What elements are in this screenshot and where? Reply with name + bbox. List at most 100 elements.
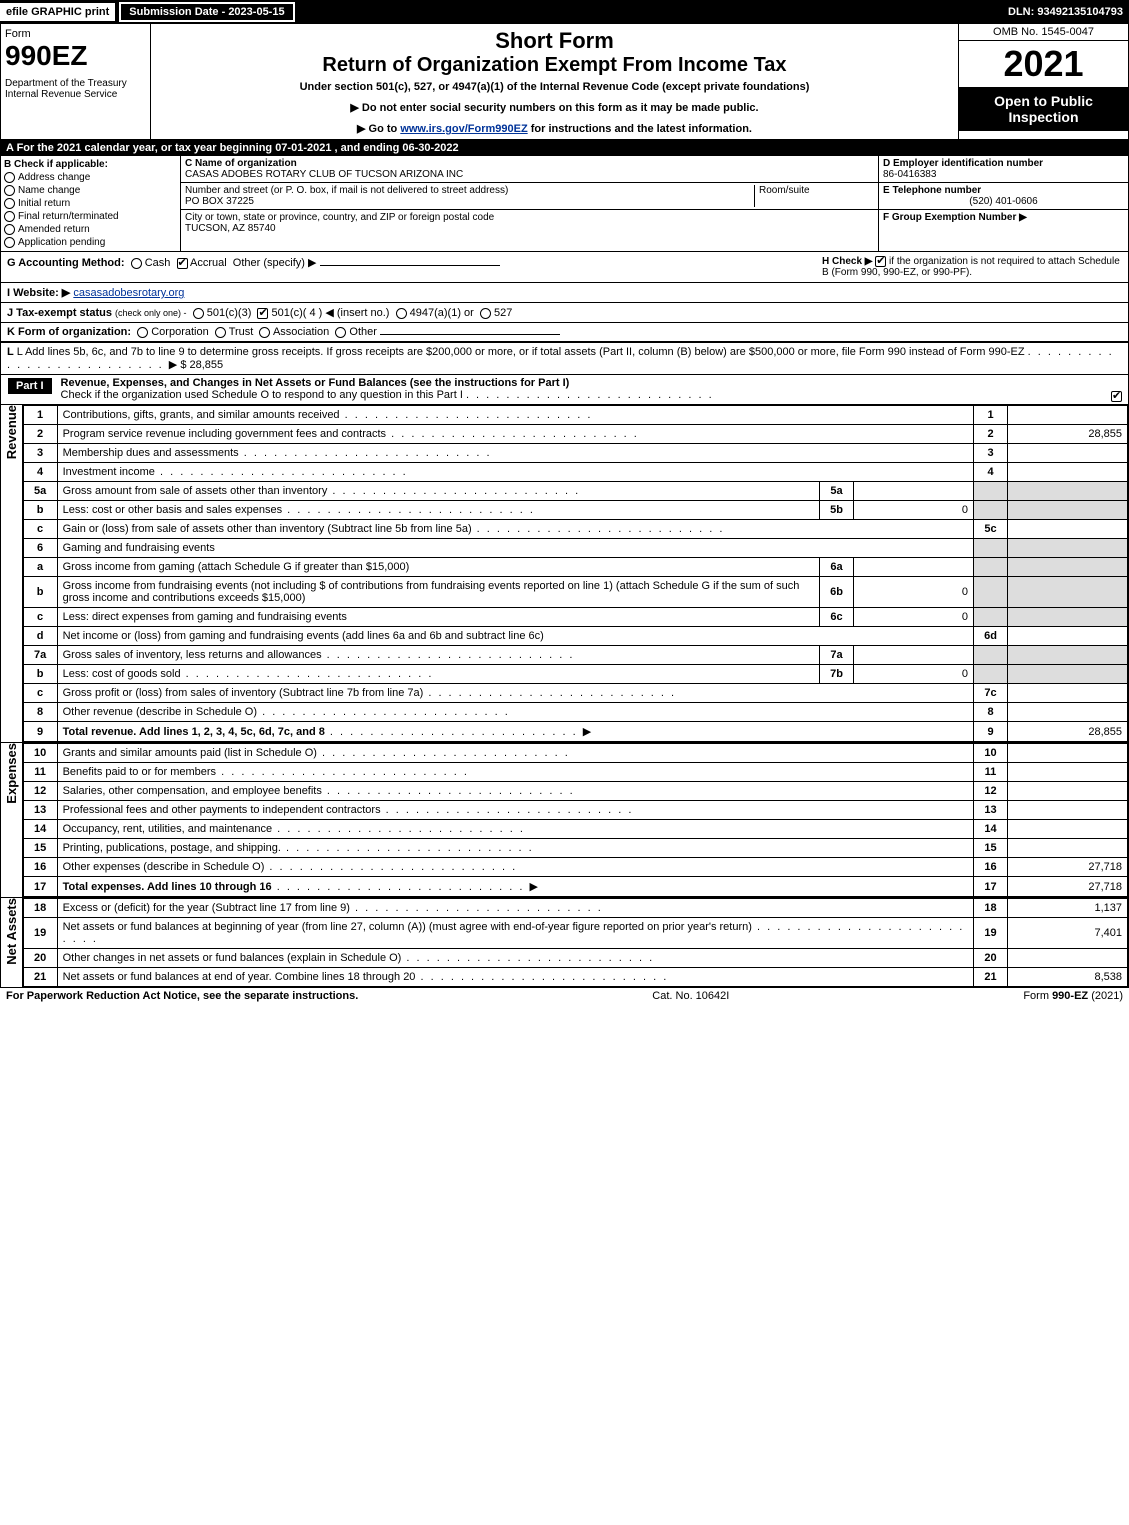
street-val: PO BOX 37225: [185, 196, 254, 207]
sub-val: 0: [854, 577, 974, 608]
line-val: [1008, 444, 1128, 463]
line-11: 11Benefits paid to or for members11: [23, 763, 1127, 782]
line-num: 12: [23, 782, 57, 801]
e-row: E Telephone number (520) 401-0606: [879, 183, 1128, 210]
checkbox-icon[interactable]: [335, 327, 346, 338]
street-label: Number and street (or P. O. box, if mail…: [185, 185, 508, 196]
line-box-num: 12: [974, 782, 1008, 801]
shade-cell: [1008, 577, 1128, 608]
dots: [181, 668, 434, 680]
checkbox-icon[interactable]: [4, 172, 15, 183]
checkbox-icon[interactable]: [4, 185, 15, 196]
shade-cell: [1008, 665, 1128, 684]
revenue-section: Revenue 1Contributions, gifts, grants, a…: [0, 405, 1129, 743]
g-other-blank: [320, 265, 500, 266]
h-right: H Check ▶ if the organization is not req…: [822, 256, 1122, 278]
l-amount: ▶ $ 28,855: [169, 359, 223, 371]
footer-cat: Cat. No. 10642I: [652, 990, 729, 1002]
dots: [239, 447, 492, 459]
irs-link[interactable]: www.irs.gov/Form990EZ: [400, 123, 527, 135]
checkbox-icon[interactable]: [259, 327, 270, 338]
line-desc: Contributions, gifts, grants, and simila…: [63, 409, 340, 421]
sub-num: 6a: [820, 558, 854, 577]
checkbox-icon[interactable]: [131, 258, 142, 269]
website-link[interactable]: casasadobesrotary.org: [73, 287, 184, 299]
line-desc: Other revenue (describe in Schedule O): [63, 706, 257, 718]
dots: [257, 706, 510, 718]
line-desc: Less: direct expenses from gaming and fu…: [63, 611, 347, 623]
checkbox-checked-icon[interactable]: [1111, 391, 1122, 402]
line-box-num: 19: [974, 918, 1008, 949]
dots: [325, 726, 583, 738]
checkbox-icon[interactable]: [137, 327, 148, 338]
dots: [282, 504, 535, 516]
line-box-num: 2: [974, 425, 1008, 444]
i-label: I Website: ▶: [7, 287, 70, 299]
line-box-num: 16: [974, 858, 1008, 877]
header-center: Short Form Return of Organization Exempt…: [151, 24, 958, 139]
sub-val: 0: [854, 608, 974, 627]
dots: [472, 523, 725, 535]
dots: [466, 389, 714, 401]
line-num: 6: [23, 539, 57, 558]
line-6a: aGross income from gaming (attach Schedu…: [23, 558, 1127, 577]
c-city-row: City or town, state or province, country…: [181, 210, 878, 236]
checkbox-icon[interactable]: [396, 308, 407, 319]
line-desc: Net assets or fund balances at beginning…: [63, 921, 752, 933]
sub-num: 5a: [820, 482, 854, 501]
dots: [415, 971, 668, 983]
checkbox-checked-icon[interactable]: [875, 256, 886, 267]
line-box-num: 6d: [974, 627, 1008, 646]
shade-cell: [1008, 558, 1128, 577]
checkbox-icon[interactable]: [4, 237, 15, 248]
line-desc: Professional fees and other payments to …: [63, 804, 381, 816]
checkbox-icon[interactable]: [193, 308, 204, 319]
shade-cell: [1008, 608, 1128, 627]
dots: [381, 804, 634, 816]
revenue-table: 1Contributions, gifts, grants, and simil…: [23, 405, 1128, 742]
line-num: 4: [23, 463, 57, 482]
checkbox-icon[interactable]: [4, 211, 15, 222]
title-short-form: Short Form: [155, 28, 954, 54]
checkbox-icon[interactable]: [4, 198, 15, 209]
block-c: C Name of organization CASAS ADOBES ROTA…: [181, 156, 878, 251]
tax-year: 2021: [959, 41, 1128, 87]
k-label: K Form of organization:: [7, 326, 131, 338]
checkbox-icon[interactable]: [215, 327, 226, 338]
line-num: 11: [23, 763, 57, 782]
checkbox-checked-icon[interactable]: [257, 308, 268, 319]
line-5c: cGain or (loss) from sale of assets othe…: [23, 520, 1127, 539]
line-15: 15Printing, publications, postage, and s…: [23, 839, 1127, 858]
line-8: 8Other revenue (describe in Schedule O)8: [23, 703, 1127, 722]
sub-num: 5b: [820, 501, 854, 520]
sub-val: 0: [854, 501, 974, 520]
opt-label: Amended return: [18, 224, 90, 235]
opt-address-change: Address change: [4, 172, 177, 183]
g-left: G Accounting Method: Cash Accrual Other …: [7, 256, 822, 278]
line-val: [1008, 406, 1128, 425]
line-box-num: 21: [974, 968, 1008, 987]
line-7c: cGross profit or (loss) from sales of in…: [23, 684, 1127, 703]
side-label-expenses: Expenses: [1, 743, 23, 897]
line-desc: Printing, publications, postage, and shi…: [63, 842, 281, 854]
dots: [272, 823, 525, 835]
dln-label: DLN: 93492135104793: [1008, 6, 1129, 18]
line-box-num: 4: [974, 463, 1008, 482]
dots: [386, 428, 639, 440]
line-val: [1008, 820, 1128, 839]
row-k: K Form of organization: Corporation Trus…: [0, 323, 1129, 343]
sub-num: 6b: [820, 577, 854, 608]
b-header: B Check if applicable:: [4, 159, 177, 170]
checkbox-icon[interactable]: [4, 224, 15, 235]
top-bar: efile GRAPHIC print Submission Date - 20…: [0, 0, 1129, 24]
dept-label: Department of the Treasury Internal Reve…: [5, 78, 146, 100]
checkbox-checked-icon[interactable]: [177, 258, 188, 269]
room-label: Room/suite: [759, 185, 810, 196]
line-val: [1008, 627, 1128, 646]
line-num: a: [23, 558, 57, 577]
checkbox-icon[interactable]: [480, 308, 491, 319]
row-l: L L Add lines 5b, 6c, and 7b to line 9 t…: [0, 343, 1129, 375]
line-num: b: [23, 665, 57, 684]
line-num: 5a: [23, 482, 57, 501]
line-desc: Salaries, other compensation, and employ…: [63, 785, 322, 797]
